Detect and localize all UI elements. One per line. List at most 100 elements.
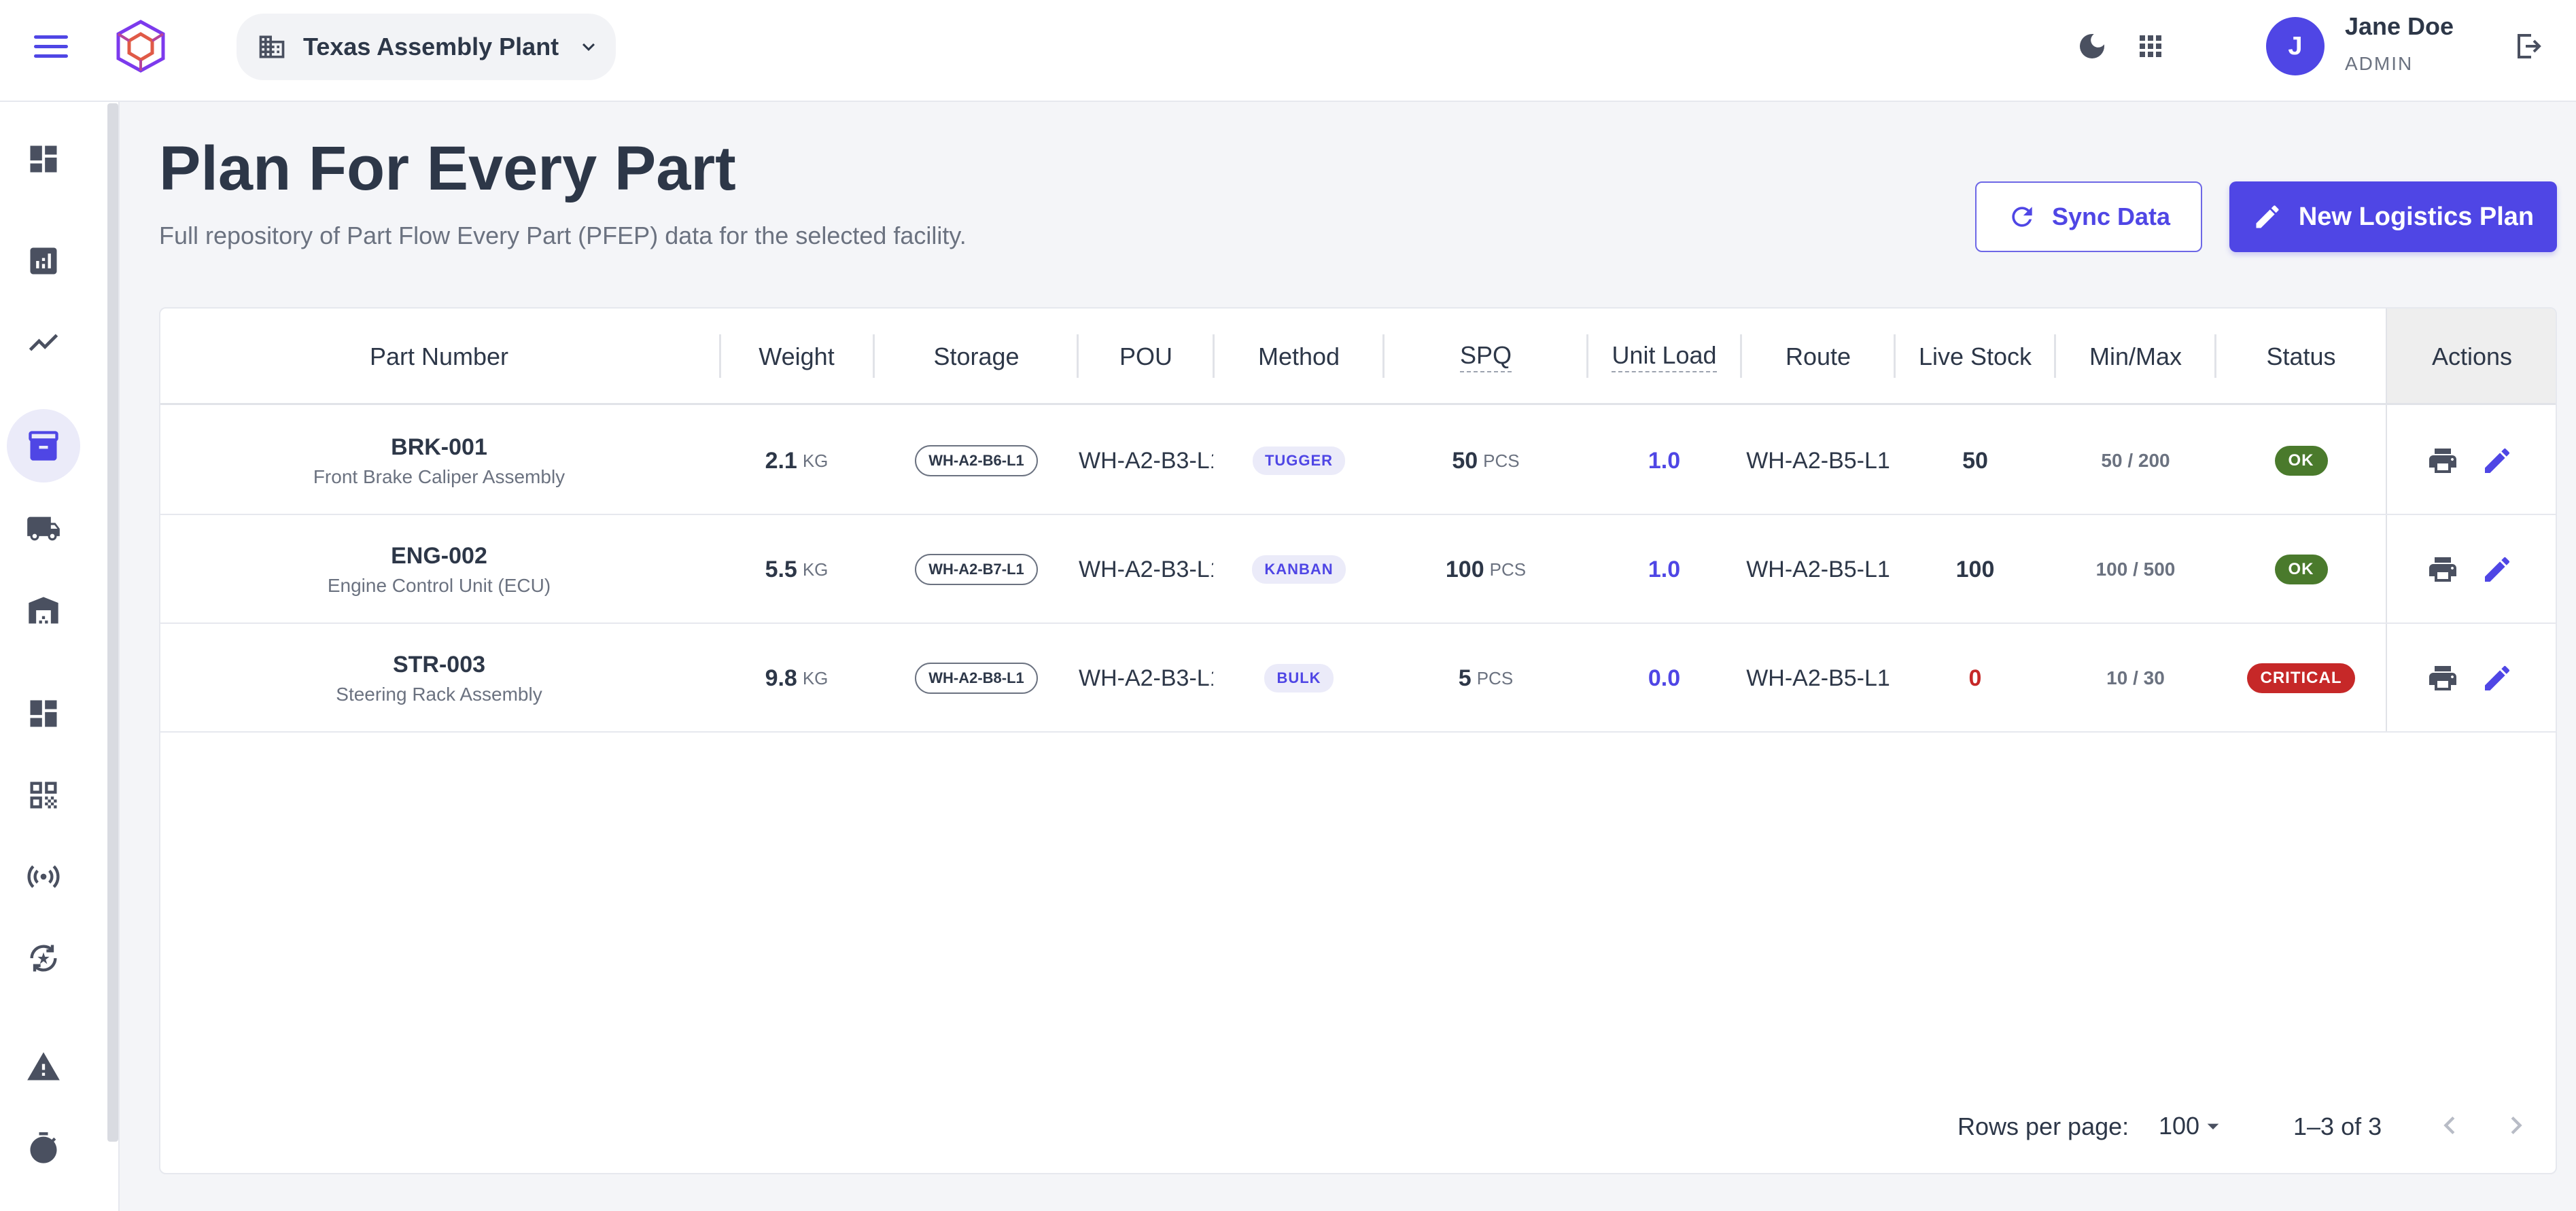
column-separator[interactable] [873, 334, 875, 378]
table-row[interactable]: STR-003 Steering Rack Assembly 9.8 KG WH-… [160, 624, 2556, 733]
actions-header-bg [2387, 309, 2556, 405]
previous-page-icon[interactable] [2432, 1108, 2467, 1143]
qr-code-icon [30, 782, 57, 809]
route-cell: WH-A2-B5-L1 [1746, 447, 1890, 474]
col-pou[interactable]: POU [1119, 343, 1172, 370]
column-separator[interactable] [1586, 334, 1588, 378]
sidebar-item-shipping[interactable] [7, 492, 80, 565]
method-badge: TUGGER [1252, 446, 1346, 475]
column-separator[interactable] [1077, 334, 1079, 378]
sidebar-item-inventory[interactable] [7, 409, 80, 482]
column-separator[interactable] [1382, 334, 1385, 378]
sidebar-item-warehouse[interactable] [7, 574, 80, 647]
spq-cell: 50 PCS [1385, 406, 1587, 515]
col-part-number[interactable]: Part Number [369, 343, 509, 370]
spq-unit: PCS [1483, 450, 1520, 471]
live-stock-value: 100 [1955, 556, 1995, 582]
method-cell: TUGGER [1215, 406, 1383, 515]
weight-value: 2.1 [765, 447, 797, 474]
col-min-max[interactable]: Min/Max [2089, 343, 2182, 370]
table-row[interactable]: BRK-001 Front Brake Caliper Assembly 2.1… [160, 406, 2556, 515]
facility-label: Texas Assembly Plant [303, 33, 559, 60]
part-code: ENG-002 [391, 542, 487, 569]
col-route[interactable]: Route [1785, 343, 1851, 370]
sidebar-item-timers[interactable] [7, 1112, 80, 1185]
rows-per-page-select[interactable]: 100 [2159, 1108, 2227, 1144]
menu-icon[interactable] [34, 33, 68, 60]
col-unit-load-label: Unit Load [1612, 341, 1717, 372]
col-method[interactable]: Method [1257, 343, 1340, 370]
storage-cell: WH-A2-B7-L1 [875, 515, 1078, 624]
new-logistics-plan-button[interactable]: New Logistics Plan [2229, 181, 2557, 252]
weight-value: 5.5 [765, 556, 797, 582]
top-app-bar: Texas Assembly Plant J Jane Doe ADMIN [0, 0, 2576, 102]
user-name: Jane Doe [2345, 12, 2454, 40]
dark-mode-icon[interactable] [2076, 30, 2108, 63]
building-icon [259, 35, 285, 58]
spq-value: 50 [1452, 447, 1478, 474]
sidebar-item-dashboard[interactable] [7, 122, 80, 196]
part-code: BRK-001 [391, 434, 487, 460]
storage-chip: WH-A2-B6-L1 [915, 445, 1038, 476]
live-stock-cell: 0 [1896, 624, 2055, 733]
min-max-cell: 50 / 200 [2101, 450, 2170, 471]
spq-value: 100 [1445, 556, 1484, 582]
edit-icon[interactable] [2481, 662, 2513, 695]
unit-load-value: 0.0 [1648, 665, 1681, 691]
live-stock-cell: 100 [1896, 515, 2055, 624]
col-status[interactable]: Status [2266, 343, 2336, 370]
part-description: Steering Rack Assembly [336, 683, 542, 705]
weight-cell: 2.1 KG [721, 406, 872, 515]
print-icon[interactable] [2426, 553, 2459, 586]
logout-icon[interactable] [2512, 30, 2545, 63]
column-separator[interactable] [2214, 334, 2216, 378]
col-unit-load[interactable]: Unit Load [1588, 309, 1740, 405]
column-separator[interactable] [2054, 334, 2056, 378]
col-spq[interactable]: SPQ [1385, 309, 1587, 405]
sidebar-item-cycle[interactable] [7, 922, 80, 995]
sidebar-scrollbar[interactable] [107, 103, 118, 1142]
column-separator[interactable] [1894, 334, 1896, 378]
facility-selector[interactable]: Texas Assembly Plant [237, 14, 616, 80]
sidebar-item-trends[interactable] [7, 306, 80, 379]
status-badge: OK [2274, 446, 2328, 476]
sidebar-item-boards[interactable] [7, 677, 80, 750]
spq-cell: 5 PCS [1385, 624, 1587, 733]
apps-grid-icon[interactable] [2134, 30, 2167, 63]
status-cell: OK [2216, 515, 2386, 624]
col-spq-label: SPQ [1459, 341, 1512, 372]
part-number-cell: BRK-001 Front Brake Caliper Assembly [160, 406, 718, 515]
warning-icon [27, 1052, 60, 1081]
edit-icon[interactable] [2481, 444, 2513, 477]
column-separator[interactable] [1740, 334, 1742, 378]
weight-unit: KG [802, 667, 829, 688]
print-icon[interactable] [2426, 662, 2459, 695]
user-avatar[interactable]: J [2266, 17, 2325, 75]
column-separator[interactable] [719, 334, 721, 378]
storage-chip: WH-A2-B7-L1 [915, 554, 1038, 585]
sidebar-item-scanner[interactable] [7, 758, 80, 832]
part-number-cell: ENG-002 Engine Control Unit (ECU) [160, 515, 718, 624]
sync-data-button[interactable]: Sync Data [1975, 181, 2202, 252]
trending-icon [29, 334, 58, 351]
min-max-cell: 10 / 30 [2106, 667, 2165, 688]
print-icon[interactable] [2426, 444, 2459, 477]
part-description: Front Brake Caliper Assembly [313, 466, 565, 487]
sidebar-item-signals[interactable] [7, 840, 80, 913]
col-storage[interactable]: Storage [933, 343, 1020, 370]
spq-cell: 100 PCS [1385, 515, 1587, 624]
next-page-icon[interactable] [2499, 1108, 2534, 1143]
app-logo-icon [116, 20, 165, 73]
user-role: ADMIN [2345, 53, 2414, 74]
col-live-stock[interactable]: Live Stock [1918, 343, 2032, 370]
table-header: Part Number Weight Storage POU Method SP… [160, 309, 2556, 405]
col-weight[interactable]: Weight [759, 343, 835, 370]
sidebar-item-alerts[interactable] [7, 1030, 80, 1104]
sidebar-item-analytics[interactable] [7, 224, 80, 298]
weight-cell: 9.8 KG [721, 624, 872, 733]
analytics-icon [30, 247, 57, 275]
edit-icon[interactable] [2481, 553, 2513, 586]
table-row[interactable]: ENG-002 Engine Control Unit (ECU) 5.5 KG … [160, 515, 2556, 624]
column-separator[interactable] [1213, 334, 1215, 378]
page-subtitle: Full repository of Part Flow Every Part … [159, 222, 967, 249]
